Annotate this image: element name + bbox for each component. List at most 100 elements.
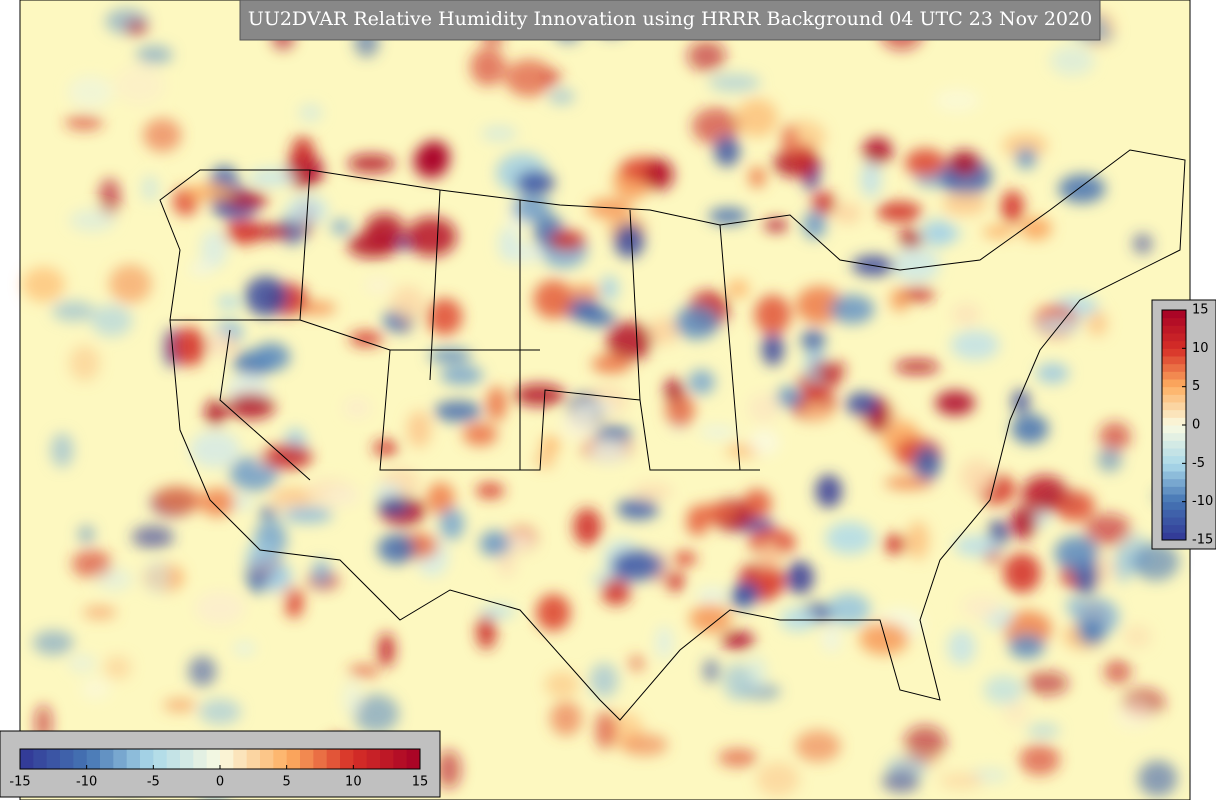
colorbar-segment xyxy=(273,749,288,769)
field-blob xyxy=(71,549,113,578)
field-blob xyxy=(153,486,202,515)
field-blob xyxy=(1019,744,1060,776)
field-blob xyxy=(802,211,827,239)
colorbar-segment xyxy=(1162,478,1186,487)
field-blob xyxy=(687,504,737,522)
colorbar-segment xyxy=(1162,455,1186,464)
field-blob xyxy=(664,378,684,402)
field-blob xyxy=(512,195,552,223)
field-blob xyxy=(754,294,791,335)
field-blob xyxy=(426,482,455,515)
field-blob xyxy=(540,436,561,454)
field-blob xyxy=(764,219,789,232)
field-blob xyxy=(475,483,505,499)
field-blob xyxy=(69,345,100,382)
field-blob xyxy=(699,426,736,439)
colorbar-segment xyxy=(1162,463,1186,472)
colorbar-tick-label: 5 xyxy=(1192,379,1200,394)
field-blob xyxy=(544,671,580,698)
field-blob xyxy=(342,681,362,716)
colorbar-segment xyxy=(1162,524,1186,533)
field-blob xyxy=(1054,490,1095,522)
field-blob xyxy=(907,521,929,560)
field-blob xyxy=(727,279,750,299)
colorbar-segment xyxy=(1162,432,1186,441)
colorbar-tick-label: -10 xyxy=(76,775,97,790)
colorbar-segment xyxy=(1162,486,1186,495)
field-blob xyxy=(934,88,981,113)
title-box xyxy=(239,0,1101,41)
field-blob xyxy=(687,40,726,72)
field-blob xyxy=(891,247,941,283)
field-blob xyxy=(1025,671,1069,696)
field-blob xyxy=(606,321,653,361)
field-blob xyxy=(259,506,278,519)
colorbar-tick-label: -5 xyxy=(1192,456,1205,471)
field-blob xyxy=(109,264,152,304)
field-blob xyxy=(1122,625,1152,649)
field-blob xyxy=(1103,660,1132,684)
field-blob xyxy=(921,219,954,247)
field-blob xyxy=(674,305,720,340)
colorbar-segment xyxy=(406,749,421,769)
field-blob xyxy=(383,311,400,330)
field-blob xyxy=(1132,233,1153,255)
field-blob xyxy=(717,748,758,767)
field-blob xyxy=(163,698,197,712)
field-blob xyxy=(655,625,673,660)
colorbar-segment xyxy=(1162,417,1186,426)
colorbar-segment xyxy=(60,749,74,769)
field-blob xyxy=(195,591,245,625)
field-blob xyxy=(589,662,619,698)
colorbar-tick-label: 15 xyxy=(1192,303,1209,318)
field-blob xyxy=(486,386,507,422)
colorbar-segment xyxy=(73,749,88,769)
field-blob xyxy=(52,301,95,322)
field-blob xyxy=(948,150,981,176)
field-blob xyxy=(961,595,1002,619)
field-blob xyxy=(225,191,269,208)
field-blob xyxy=(406,410,432,449)
field-blob xyxy=(217,295,241,309)
field-blob xyxy=(688,369,715,395)
colorbar-segment xyxy=(100,749,114,769)
colorbar-segment xyxy=(113,749,128,769)
field-blob xyxy=(616,498,659,520)
field-blob xyxy=(748,429,780,456)
field-blob xyxy=(377,496,409,515)
field-blob xyxy=(347,154,395,173)
field-blob xyxy=(426,298,463,336)
field-blob xyxy=(199,488,236,517)
field-blob xyxy=(894,360,940,374)
field-blob xyxy=(876,201,923,223)
innovation-field xyxy=(21,8,1202,800)
field-blob xyxy=(143,118,182,152)
colorbar-segment xyxy=(366,749,381,769)
field-blob xyxy=(436,749,461,789)
field-blob xyxy=(821,624,841,653)
field-blob xyxy=(567,285,601,298)
field-blob xyxy=(114,65,165,105)
field-blob xyxy=(947,629,976,665)
field-blob xyxy=(440,365,484,386)
field-blob xyxy=(708,207,748,225)
field-blob xyxy=(613,222,645,259)
colorbar-tick-label: -10 xyxy=(1192,494,1213,509)
field-blob xyxy=(233,642,256,655)
field-blob xyxy=(269,563,292,590)
colorbar-tick-label: 0 xyxy=(1192,418,1200,433)
colorbar-segment xyxy=(180,749,194,769)
field-blob xyxy=(550,701,582,736)
field-blob xyxy=(439,507,465,540)
colorbar-segment xyxy=(353,749,368,769)
title: UU2DVAR Relative Humidity Innovation usi… xyxy=(248,8,1092,30)
field-blob xyxy=(244,276,288,317)
field-blob xyxy=(913,445,941,481)
boundaries xyxy=(159,149,1186,721)
field-blob xyxy=(884,534,907,555)
field-blob xyxy=(1008,633,1045,659)
field-blob xyxy=(185,183,235,201)
colorbar-segment xyxy=(126,749,141,769)
field-blob xyxy=(825,521,874,555)
field-blob xyxy=(561,409,599,440)
